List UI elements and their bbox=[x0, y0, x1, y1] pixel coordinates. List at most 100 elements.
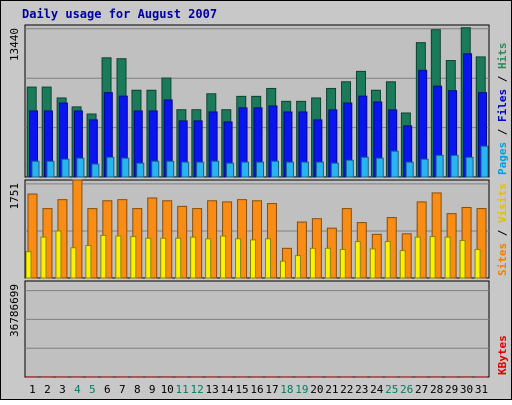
series-legend: Pages / Files / Hits bbox=[496, 43, 509, 176]
legend-entry: Pages bbox=[496, 142, 509, 175]
y-max-label: 1751 bbox=[8, 183, 21, 210]
x-tick-label: 12 bbox=[191, 383, 204, 396]
x-tick-label: 13 bbox=[205, 383, 218, 396]
x-tick-label: 23 bbox=[355, 383, 368, 396]
series-legend: KBytes bbox=[496, 335, 509, 375]
chart-title: Daily usage for August 2007 bbox=[22, 7, 217, 21]
bar-pages bbox=[481, 146, 488, 177]
bar-pages bbox=[346, 160, 353, 177]
bar-sites bbox=[310, 248, 315, 278]
bar-pages bbox=[47, 161, 54, 177]
bar-sites bbox=[176, 238, 181, 278]
bar-sites bbox=[325, 248, 330, 278]
bar-sites bbox=[71, 248, 76, 278]
x-tick-label: 26 bbox=[400, 383, 413, 396]
bar-pages bbox=[451, 155, 458, 177]
bar-sites bbox=[206, 239, 211, 278]
bar-sites bbox=[400, 251, 405, 278]
bar-sites bbox=[86, 246, 91, 278]
panel-kbytes: 36786699 KBytes bbox=[8, 281, 509, 377]
bar-sites bbox=[265, 239, 270, 278]
bar-sites bbox=[56, 231, 61, 278]
x-tick-label: 9 bbox=[149, 383, 156, 396]
bar-pages bbox=[331, 163, 338, 177]
x-tick-label: 14 bbox=[220, 383, 234, 396]
bar-sites bbox=[41, 237, 46, 278]
series-legend: Sites / Visits bbox=[496, 183, 509, 276]
bar-sites bbox=[445, 237, 450, 278]
x-tick-label: 7 bbox=[119, 383, 126, 396]
bar-pages bbox=[122, 158, 129, 177]
bar-pages bbox=[301, 162, 308, 177]
bar-sites bbox=[295, 256, 300, 278]
x-tick-label: 30 bbox=[460, 383, 473, 396]
bar-sites bbox=[475, 249, 480, 278]
y-max-label: 13440 bbox=[8, 28, 21, 61]
legend-entry: Hits bbox=[496, 43, 509, 70]
bar-sites bbox=[280, 261, 285, 278]
x-tick-label: 15 bbox=[235, 383, 248, 396]
x-tick-label: 16 bbox=[250, 383, 263, 396]
x-tick-label: 4 bbox=[74, 383, 81, 396]
legend-entry: KBytes bbox=[496, 335, 509, 375]
bar-sites bbox=[385, 242, 390, 278]
bar-pages bbox=[466, 157, 473, 177]
legend-entry: / bbox=[496, 122, 509, 142]
x-tick-label: 25 bbox=[385, 383, 398, 396]
x-tick-label: 28 bbox=[430, 383, 443, 396]
bar-sites bbox=[460, 241, 465, 278]
bar-sites bbox=[131, 237, 136, 278]
x-tick-label: 18 bbox=[280, 383, 293, 396]
chart-panels: 13440 Pages / Files / Hits 1751 Sites / Vis… bbox=[8, 25, 509, 377]
bar-pages bbox=[361, 157, 368, 177]
bar-pages bbox=[92, 164, 99, 177]
x-tick-label: 11 bbox=[176, 383, 189, 396]
bar-sites bbox=[370, 249, 375, 278]
legend-entry: Visits bbox=[496, 183, 509, 223]
bar-pages bbox=[152, 161, 159, 177]
x-tick-label: 1 bbox=[29, 383, 36, 396]
bar-pages bbox=[436, 155, 443, 177]
bar-sites bbox=[146, 238, 151, 278]
bar-sites bbox=[251, 240, 256, 278]
legend-entry: Files bbox=[496, 89, 509, 122]
x-tick-label: 6 bbox=[104, 383, 111, 396]
bar-sites bbox=[191, 237, 196, 278]
bar-pages bbox=[62, 159, 69, 177]
x-tick-label: 17 bbox=[265, 383, 278, 396]
bar-sites bbox=[340, 249, 345, 278]
panel-hits: 13440 Pages / Files / Hits bbox=[8, 25, 509, 177]
bar-pages bbox=[197, 162, 204, 177]
bar-pages bbox=[406, 162, 413, 177]
x-tick-label: 19 bbox=[295, 383, 308, 396]
legend-entry: Sites bbox=[496, 243, 509, 276]
bar-pages bbox=[32, 161, 39, 177]
x-tick-label: 31 bbox=[475, 383, 488, 396]
bar-sites bbox=[355, 242, 360, 278]
x-tick-label: 2 bbox=[44, 383, 51, 396]
bar-pages bbox=[376, 158, 383, 177]
bar-pages bbox=[286, 162, 293, 177]
x-tick-label: 24 bbox=[370, 383, 384, 396]
x-tick-label: 20 bbox=[310, 383, 323, 396]
bar-sites bbox=[26, 252, 31, 278]
bar-sites bbox=[221, 236, 226, 278]
bar-sites bbox=[430, 237, 435, 278]
legend-entry: / bbox=[496, 69, 509, 89]
panel-visits: 1751 Sites / Visits bbox=[8, 180, 509, 278]
bar-pages bbox=[271, 161, 278, 177]
bar-pages bbox=[391, 151, 398, 177]
bar-pages bbox=[182, 162, 189, 177]
bar-pages bbox=[242, 162, 249, 177]
bar-pages bbox=[257, 162, 264, 177]
x-tick-label: 22 bbox=[340, 383, 353, 396]
x-tick-label: 21 bbox=[325, 383, 338, 396]
bar-sites bbox=[415, 237, 420, 278]
y-max-label: 36786699 bbox=[8, 284, 21, 337]
bar-pages bbox=[77, 158, 84, 177]
x-tick-label: 5 bbox=[89, 383, 96, 396]
bar-pages bbox=[421, 159, 428, 177]
x-tick-label: 10 bbox=[161, 383, 174, 396]
panel-kbytes-frame bbox=[25, 281, 489, 377]
